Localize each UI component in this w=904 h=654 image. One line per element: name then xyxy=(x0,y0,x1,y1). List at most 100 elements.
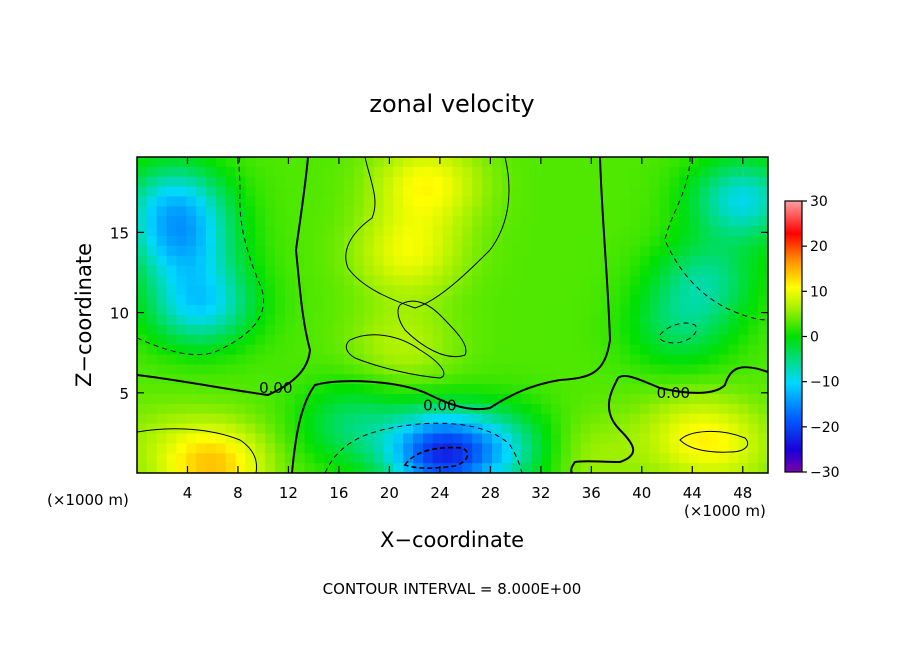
heatmap-cell xyxy=(472,374,483,385)
heatmap-cell xyxy=(580,236,592,247)
heatmap-cell xyxy=(225,245,237,257)
heatmap-cell xyxy=(137,315,148,326)
heatmap-cell xyxy=(491,285,503,296)
heatmap-cell xyxy=(186,245,197,257)
heatmap-cell xyxy=(146,226,158,237)
heatmap-cell xyxy=(531,236,542,247)
heatmap-cell xyxy=(728,384,740,395)
heatmap-cell xyxy=(521,443,532,454)
heatmap-cell xyxy=(659,196,671,207)
heatmap-cell xyxy=(610,394,621,405)
heatmap-cell xyxy=(738,305,749,316)
heatmap-cell xyxy=(383,295,394,306)
heatmap-cell xyxy=(245,374,256,385)
heatmap-cell xyxy=(245,166,256,178)
heatmap-cell xyxy=(304,423,316,435)
heatmap-cell xyxy=(245,275,256,286)
heatmap-cell xyxy=(353,433,365,444)
contour-inner-lower xyxy=(345,334,445,379)
heatmap-cell xyxy=(255,216,266,227)
heatmap-cell xyxy=(413,206,424,217)
heatmap-cell xyxy=(511,295,523,306)
heatmap-cell xyxy=(708,384,720,395)
heatmap-cell xyxy=(206,166,217,178)
heatmap-cell xyxy=(501,413,513,425)
heatmap-cell xyxy=(314,413,325,425)
heatmap-cell xyxy=(708,394,720,405)
heatmap-cell xyxy=(738,236,749,247)
heatmap-cell xyxy=(304,354,316,365)
heatmap-cell xyxy=(156,344,168,356)
heatmap-cell xyxy=(452,423,463,435)
heatmap-cell xyxy=(462,423,473,435)
heatmap-cell xyxy=(669,374,680,385)
heatmap-cell xyxy=(255,423,266,435)
heatmap-cell xyxy=(304,384,316,395)
heatmap-cell xyxy=(452,196,463,207)
heatmap-cell xyxy=(698,196,710,207)
heatmap-cell xyxy=(501,245,513,257)
heatmap-cell xyxy=(294,463,306,473)
heatmap-cell xyxy=(452,334,463,346)
heatmap-cell xyxy=(659,463,671,473)
heatmap-cell xyxy=(186,166,197,178)
heatmap-cell xyxy=(531,305,542,316)
heatmap-cell xyxy=(383,334,394,346)
heatmap-cell xyxy=(344,245,355,257)
heatmap-cell xyxy=(491,226,503,237)
heatmap-cell xyxy=(206,285,217,296)
heatmap-cell xyxy=(610,364,621,375)
heatmap-cell xyxy=(521,344,532,356)
heatmap-cell xyxy=(353,206,365,217)
heatmap-cell xyxy=(551,206,562,217)
heatmap-cell xyxy=(649,364,661,375)
heatmap-cell xyxy=(137,285,148,296)
heatmap-cell xyxy=(403,285,414,296)
heatmap-cell xyxy=(728,275,740,286)
heatmap-cell xyxy=(452,394,463,405)
heatmap-cell xyxy=(452,315,463,326)
heatmap-cell xyxy=(353,186,365,198)
heatmap-cell xyxy=(659,275,671,286)
heatmap-cell xyxy=(639,315,651,326)
heatmap-cell xyxy=(344,453,355,464)
heatmap-cell xyxy=(166,245,178,257)
heatmap-cell xyxy=(393,344,404,356)
heatmap-cell xyxy=(758,433,768,444)
heatmap-cell xyxy=(245,443,256,454)
heatmap-cell xyxy=(314,166,325,178)
heatmap-cell xyxy=(442,196,454,207)
heatmap-cell xyxy=(373,344,385,356)
heatmap-cell xyxy=(570,364,582,375)
heatmap-cell xyxy=(146,433,158,444)
heatmap-cell xyxy=(659,315,671,326)
heatmap-cell xyxy=(383,354,394,365)
heatmap-cell xyxy=(324,394,335,405)
heatmap-cell xyxy=(610,176,621,188)
heatmap-cell xyxy=(206,295,217,306)
heatmap-cell xyxy=(314,157,325,168)
heatmap-cell xyxy=(639,443,651,454)
heatmap-cell xyxy=(521,186,532,198)
heatmap-cell xyxy=(206,334,217,346)
heatmap-cell xyxy=(590,157,601,168)
heatmap-cell xyxy=(531,334,542,346)
heatmap-cell xyxy=(580,413,592,425)
heatmap-cell xyxy=(196,275,207,286)
heatmap-cell xyxy=(245,324,256,336)
heatmap-cell xyxy=(600,216,611,227)
heatmap-cell xyxy=(738,354,749,365)
heatmap-cell xyxy=(452,374,463,385)
heatmap-cell xyxy=(225,206,237,217)
heatmap-cell xyxy=(482,394,493,405)
heatmap-cell xyxy=(689,166,700,178)
heatmap-cell xyxy=(166,216,178,227)
heatmap-cell xyxy=(413,275,424,286)
heatmap-cell xyxy=(383,374,394,385)
heatmap-cell xyxy=(698,324,710,336)
heatmap-cell xyxy=(758,384,768,395)
heatmap-cell xyxy=(610,295,621,306)
heatmap-cell xyxy=(590,384,601,395)
heatmap-cell xyxy=(413,166,424,178)
heatmap-cell xyxy=(275,364,286,375)
